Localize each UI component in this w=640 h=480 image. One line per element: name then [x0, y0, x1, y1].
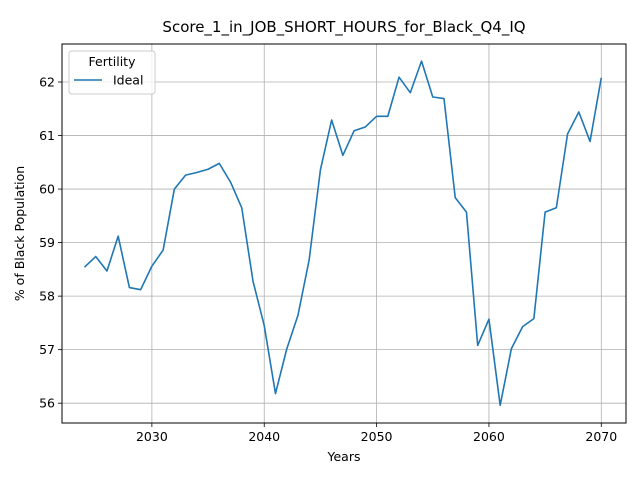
legend-label: Ideal	[113, 73, 143, 88]
plot-lines	[83, 60, 603, 407]
axes-frame	[61, 43, 627, 424]
axis-ticks: 2030 2040 2050 2060 2070 56 57 58 59 60 61 62	[39, 75, 617, 444]
x-tick-label: 2040	[248, 429, 280, 444]
x-tick-label: 2030	[136, 429, 168, 444]
y-tick-label: 59	[39, 235, 55, 250]
legend-box	[68, 50, 156, 95]
series-line	[83, 60, 603, 407]
y-tick-label: 57	[39, 342, 55, 357]
x-tick-label: 2070	[585, 429, 617, 444]
y-tick-label: 56	[39, 396, 55, 411]
x-axis-label: Years	[327, 449, 361, 464]
chart-title: Score_1_in_JOB_SHORT_HOURS_for_Black_Q4_…	[162, 18, 525, 37]
y-tick-label: 60	[39, 182, 55, 197]
y-axis-label: % of Black Population	[12, 166, 27, 301]
x-tick-label: 2050	[361, 429, 393, 444]
x-tick-label: 2060	[473, 429, 505, 444]
legend-title: Fertility	[89, 54, 137, 69]
y-tick-label: 61	[39, 128, 55, 143]
y-tick-label: 62	[39, 75, 55, 90]
legend: Fertility Ideal	[68, 50, 156, 95]
y-tick-label: 58	[39, 289, 55, 304]
grid	[62, 44, 626, 423]
